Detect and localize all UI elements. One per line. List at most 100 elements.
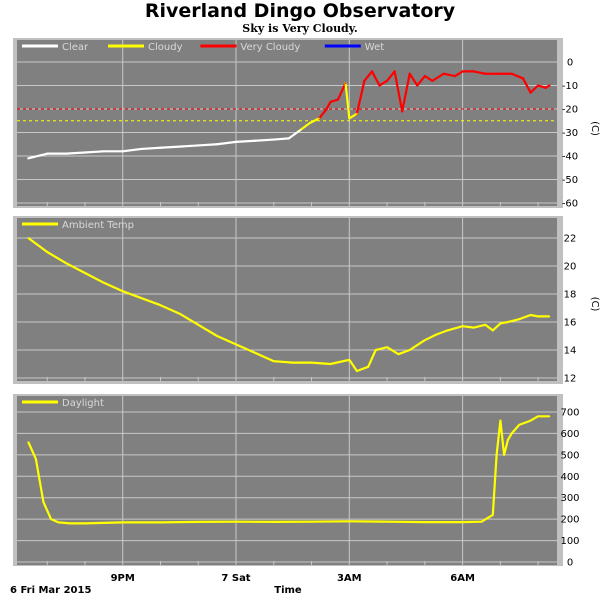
legend-label: Daylight: [62, 398, 104, 409]
data-point: [529, 314, 532, 316]
data-point: [461, 521, 464, 523]
data-point: [408, 349, 411, 351]
data-point: [27, 237, 30, 239]
series-line: [27, 415, 550, 525]
y-tick-label: 400: [560, 472, 579, 483]
data-point: [537, 84, 539, 87]
date-label: 6 Fri Mar 2015: [10, 585, 91, 596]
data-point: [484, 72, 487, 75]
series-segment: [521, 77, 532, 94]
data-point: [507, 439, 509, 441]
daylight-panel: 700 600 500 400 300 200 100 0 Daylight: [17, 396, 580, 569]
y-tick-label: 0: [567, 58, 573, 69]
data-point: [27, 157, 30, 160]
y-tick-label: -30: [562, 128, 578, 139]
data-point: [27, 441, 30, 443]
data-point: [318, 117, 320, 120]
series-segment: [159, 145, 181, 149]
data-point: [461, 325, 464, 328]
data-point: [492, 329, 494, 332]
x-tick-label: 7 Sat: [221, 573, 250, 584]
data-point: [140, 297, 143, 300]
data-point: [503, 454, 505, 456]
series-segment: [472, 70, 487, 75]
x-tick-label: 6AM: [450, 573, 475, 584]
y-tick-label: 18: [564, 290, 577, 301]
data-point: [393, 70, 396, 73]
data-point: [216, 335, 218, 337]
y-tick-label: 12: [564, 374, 577, 385]
y-tick-label: -50: [562, 175, 578, 186]
data-point: [529, 91, 532, 94]
data-point: [310, 520, 313, 523]
data-point: [544, 87, 547, 89]
data-point: [386, 346, 388, 349]
data-point: [254, 139, 256, 142]
y-tick-label: 100: [560, 536, 579, 547]
series-segment: [370, 70, 381, 87]
data-point: [386, 520, 388, 523]
data-point: [499, 72, 502, 75]
series-segment: [253, 138, 275, 142]
series-segment: [393, 70, 404, 113]
data-point: [235, 520, 237, 523]
chart-title: Riverland Dingo Observatory: [144, 0, 456, 22]
series-segment: [401, 72, 411, 113]
data-point: [50, 518, 52, 520]
data-point: [480, 520, 483, 523]
series-segment: [216, 140, 238, 146]
data-point: [473, 70, 475, 73]
data-point: [374, 349, 377, 351]
data-point: [272, 360, 275, 363]
data-point: [235, 141, 237, 143]
sky-temperature-panel: 0 -10 -20 -30 -40 -50 -60 (C) Clear Cloudy Very Cl…: [17, 40, 600, 210]
x-axis-label: Time: [274, 585, 302, 596]
plot-area: [17, 396, 557, 565]
data-point: [69, 522, 71, 525]
data-point: [386, 80, 388, 82]
data-point: [46, 251, 49, 253]
y-tick-label: -10: [562, 81, 578, 92]
series-segment: [336, 82, 347, 101]
y-tick-label: 300: [560, 493, 579, 504]
data-point: [348, 117, 351, 120]
data-point: [348, 520, 351, 523]
data-point: [103, 282, 105, 284]
data-point: [356, 370, 358, 372]
data-point: [401, 110, 403, 113]
series-segment: [416, 74, 426, 87]
data-point: [310, 361, 313, 364]
series-segment: [325, 100, 332, 111]
series-segment: [408, 72, 419, 87]
y-axis-unit: (C): [589, 297, 600, 312]
sky-status-subtitle: Sky is Very Cloudy.: [242, 22, 358, 35]
data-point: [65, 152, 67, 155]
legend-label: Ambient Temp: [62, 220, 134, 231]
data-point: [159, 304, 162, 307]
data-point: [329, 363, 332, 365]
plot-area: [17, 218, 557, 381]
y-tick-label: 200: [560, 515, 579, 526]
data-point: [495, 454, 498, 456]
data-point: [446, 329, 449, 332]
data-point: [121, 290, 124, 293]
series-segment: [140, 146, 162, 151]
y-tick-label: -20: [562, 105, 578, 116]
data-point: [431, 80, 434, 82]
data-point: [299, 129, 302, 131]
data-point: [329, 101, 332, 103]
legend-label: Wet: [365, 42, 384, 53]
series-segment: [378, 79, 389, 87]
data-point: [435, 333, 437, 336]
data-point: [288, 137, 290, 140]
data-point: [65, 262, 67, 265]
data-point: [522, 77, 524, 80]
data-point: [84, 151, 86, 154]
series-segment: [363, 70, 374, 82]
data-point: [159, 521, 162, 524]
series-segment: [27, 152, 49, 160]
data-point: [46, 152, 49, 155]
data-point: [272, 521, 275, 523]
series-segment: [272, 137, 290, 141]
